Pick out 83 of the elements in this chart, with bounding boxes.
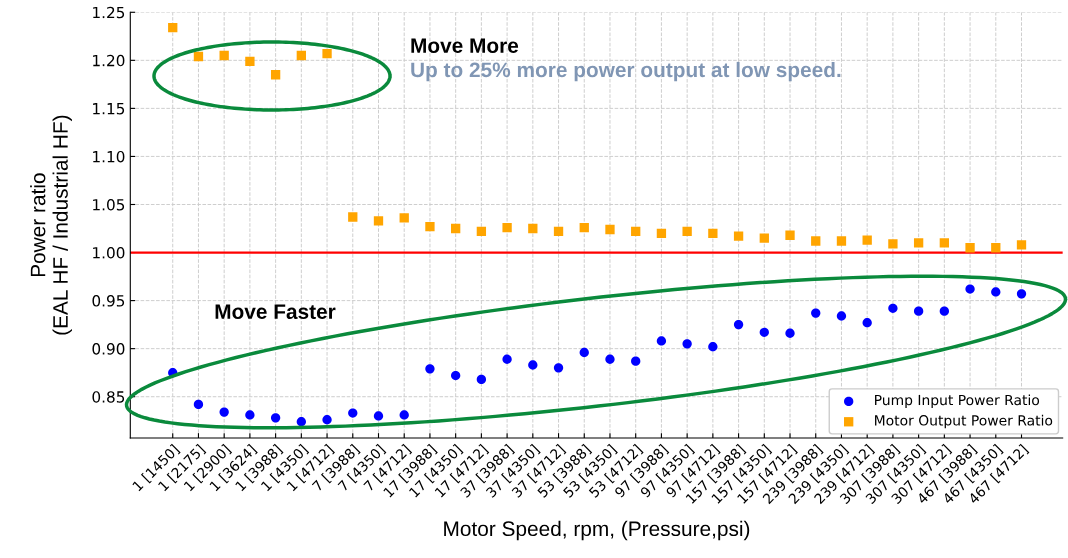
y-tick-label: 0.95: [92, 295, 125, 307]
point: [451, 223, 461, 234]
point: [528, 223, 538, 234]
point: [939, 238, 949, 248]
point: [579, 347, 589, 358]
point: [733, 319, 744, 330]
point: [193, 51, 204, 62]
point: [270, 70, 281, 80]
point: [399, 410, 409, 420]
point: [1016, 289, 1027, 299]
point: [631, 356, 641, 366]
y-tick-label: 1.15: [93, 103, 125, 115]
legend-label: Motor Output Power Ratio: [875, 414, 1053, 429]
point: [553, 363, 564, 373]
point: [348, 408, 358, 418]
point: [862, 235, 872, 245]
point: [991, 287, 1001, 297]
point: [425, 221, 435, 232]
point: [965, 284, 975, 294]
point: [759, 233, 769, 243]
point: [502, 354, 512, 364]
point: [708, 342, 718, 352]
point: [579, 222, 589, 233]
y-axis-title: Power ratio (EAL HF / Industrial HF): [30, 115, 72, 335]
point: [888, 239, 898, 249]
point: [708, 228, 718, 238]
y-tick-label: 1.00: [93, 247, 125, 259]
point: [965, 243, 975, 253]
point: [631, 226, 641, 237]
legend-label: Pump Input Power Ratio: [875, 394, 1040, 408]
point: [939, 306, 949, 316]
point: [605, 224, 615, 235]
point: [785, 230, 795, 240]
point: [399, 213, 409, 223]
point: [425, 364, 435, 374]
point: [836, 236, 847, 246]
point: [193, 399, 204, 410]
point: [322, 48, 332, 59]
point: [322, 415, 332, 425]
point: [373, 216, 384, 226]
y-tick-label: 1.20: [93, 54, 125, 67]
point: [836, 311, 847, 321]
point: [913, 306, 924, 316]
y-tick-label: 1.25: [93, 6, 125, 19]
y-tick-label: 0.90: [92, 343, 125, 355]
y-tick-label: 0.85: [92, 391, 125, 403]
point: [219, 407, 229, 417]
point: [296, 50, 306, 61]
point: [656, 228, 667, 238]
point: [168, 22, 178, 33]
point: [991, 243, 1001, 253]
point: [245, 410, 255, 420]
point: [476, 226, 487, 237]
point: [656, 336, 667, 346]
point: [811, 308, 821, 318]
y-tick-label: 1.10: [93, 150, 125, 163]
annotation: Up to 25% more power output at low speed.: [411, 61, 841, 82]
point: [862, 318, 872, 328]
point: [451, 370, 461, 381]
annotation: Move More: [411, 38, 519, 53]
point: [913, 238, 924, 248]
point: [1016, 240, 1027, 250]
point: [553, 226, 564, 237]
point: [528, 360, 538, 370]
point: [373, 411, 384, 421]
point: [888, 303, 898, 313]
point: [219, 50, 229, 61]
point: [682, 226, 692, 237]
point: [811, 236, 821, 246]
point: [759, 327, 769, 337]
point: [245, 56, 255, 66]
point: [348, 212, 358, 222]
point: [785, 328, 795, 338]
y-tick-label: 1.05: [93, 198, 125, 211]
point: [502, 222, 512, 233]
point: [605, 354, 615, 364]
point: [682, 339, 692, 349]
point: [296, 417, 306, 427]
x-axis-title: Motor Speed, rpm, (Pressure,psi): [444, 520, 750, 541]
point: [476, 374, 487, 385]
point: [733, 231, 744, 241]
annotation: Move Faster: [215, 304, 336, 320]
point: [270, 413, 281, 423]
